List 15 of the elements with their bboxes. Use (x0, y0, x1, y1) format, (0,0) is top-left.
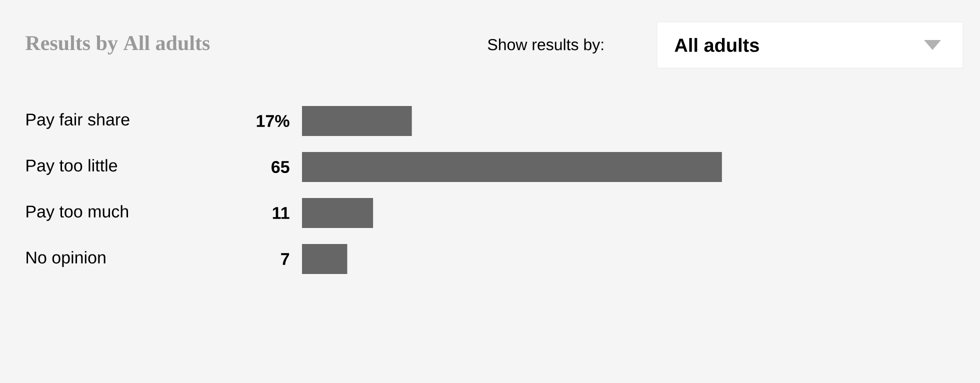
text: All adults (674, 38, 759, 52)
data-label: 65 (272, 160, 290, 174)
text: Results by All adults (26, 35, 210, 55)
bar (302, 152, 722, 182)
y-tick-label: Pay too much (26, 205, 128, 221)
data-label: 17% (256, 115, 290, 127)
text: Show results by: (488, 38, 604, 54)
y-tick-label: No opinion (26, 251, 106, 267)
data-label: 11 (272, 207, 290, 219)
y-tick-label: Pay fair share (26, 113, 130, 129)
bar (302, 198, 374, 228)
y-tick-label: Pay too little (26, 159, 118, 175)
data-label: 7 (281, 253, 290, 265)
bar (302, 244, 348, 274)
bar (302, 106, 412, 136)
